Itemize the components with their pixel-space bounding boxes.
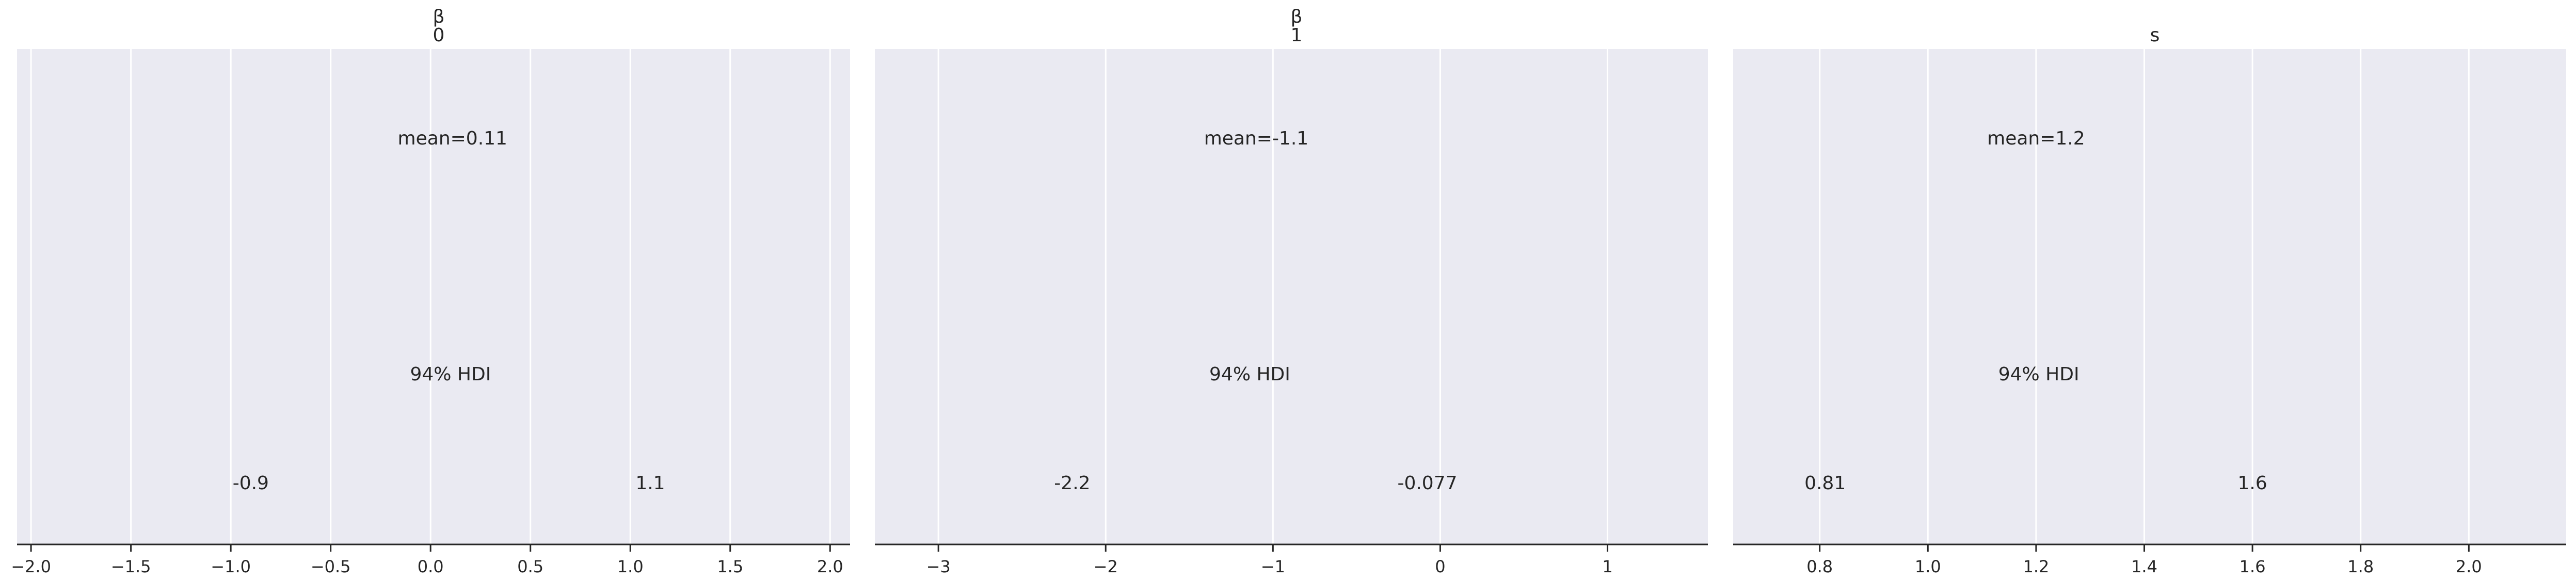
panel-1-hdi-label: 94% HDI [1209, 364, 1290, 385]
panel-2-tick-label-0: 0.8 [1806, 557, 1833, 576]
panel-1-tick-label-4: 1 [1602, 557, 1612, 576]
panel-0-tick-label-2: −1.0 [211, 557, 251, 576]
panel-0-hdi-label: 94% HDI [410, 364, 491, 385]
panel-2-tick-label-4: 1.6 [2239, 557, 2266, 576]
panel-2-tick-label-2: 1.2 [2023, 557, 2049, 576]
panel-2-mean-label: mean=1.2 [1987, 128, 2085, 149]
panel-0-tick-label-7: 1.5 [717, 557, 743, 576]
panel-2-hdi-label: 94% HDI [1998, 364, 2079, 385]
panel-2-tick-label-1: 1.0 [1915, 557, 1941, 576]
panel-0-background [17, 49, 850, 544]
panel-1-tick-label-0: −3 [926, 557, 951, 576]
panel-1-tick-label-1: −2 [1094, 557, 1118, 576]
panel-1-tick-label-2: −1 [1261, 557, 1285, 576]
panel-1-hdi-bound-upper: -0.077 [1397, 473, 1457, 494]
panel-0-title-line-1: β [433, 6, 445, 27]
panel-2-tick-label-6: 2.0 [2456, 557, 2482, 576]
panel-2-hdi-bound-lower: 0.81 [1804, 473, 1846, 494]
panel-1-hdi-bound-lower: -2.2 [1054, 473, 1090, 494]
panel-0-tick-label-8: 2.0 [817, 557, 843, 576]
panel-2-tick-label-3: 1.4 [2131, 557, 2157, 576]
panel-0-title-line-2: 0 [433, 25, 445, 46]
panel-1-title-line-2: 1 [1291, 25, 1303, 46]
panel-0-tick-label-3: −0.5 [311, 557, 351, 576]
panel-0-tick-label-1: −1.5 [111, 557, 151, 576]
panel-0-tick-label-4: 0.0 [418, 557, 444, 576]
panel-1-background [875, 49, 1708, 544]
panel-1-mean-label: mean=-1.1 [1204, 128, 1309, 149]
panel-1-tick-label-3: 0 [1435, 557, 1445, 576]
panel-0-mean-label: mean=0.11 [398, 128, 507, 149]
panel-0-tick-label-5: 0.5 [517, 557, 543, 576]
panel-0-tick-label-0: −2.0 [11, 557, 51, 576]
panel-0-hdi-bound-upper: 1.1 [635, 473, 665, 494]
panel-0-tick-label-6: 1.0 [617, 557, 644, 576]
panel-1-title-line-1: β [1291, 6, 1303, 27]
panel-2-tick-label-5: 1.8 [2347, 557, 2374, 576]
panel-2-title-line-2: s [2150, 25, 2160, 46]
panel-2-hdi-bound-upper: 1.6 [2237, 473, 2267, 494]
panel-0-hdi-bound-lower: -0.9 [233, 473, 269, 494]
panel-2-background [1733, 49, 2566, 544]
